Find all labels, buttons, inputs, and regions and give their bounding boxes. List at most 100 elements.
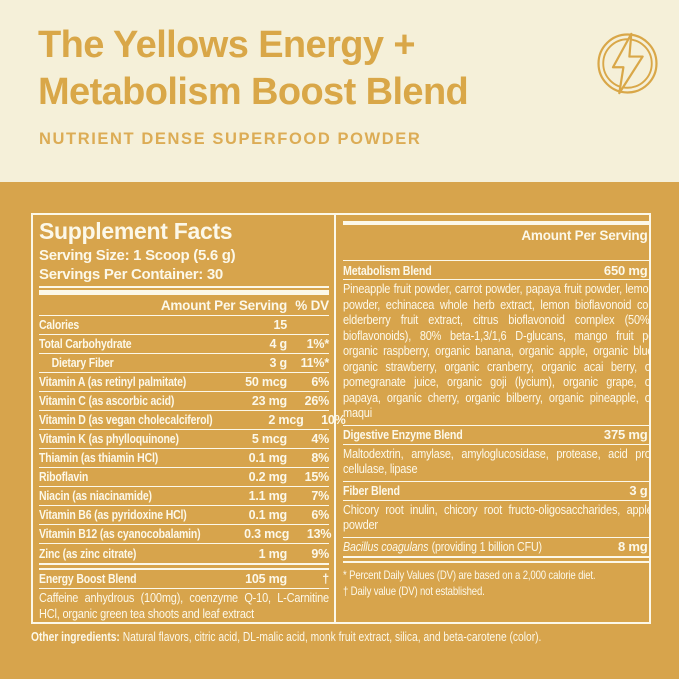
nutrient-name: Dietary Fiber [51, 356, 114, 370]
amount-per-serving-header: Amount Per Serving [160, 298, 287, 313]
nutrient-dv: 8% [311, 451, 329, 465]
nutrient-dv: 10% [321, 413, 346, 427]
nutrient-amount: 0.1 mg [248, 451, 288, 465]
nutrient-dv: † [322, 572, 329, 586]
footnote-dv: * Percent Daily Values (DV) are based on… [343, 567, 596, 582]
nutrient-dv: 4% [311, 432, 329, 446]
nutrient-row: Vitamin A (as retinyl palmitate) 50 mcg … [39, 373, 329, 392]
divider [343, 480, 649, 482]
nutrient-dv: 13% [306, 527, 332, 541]
footnotes: * Percent Daily Values (DV) are based on… [343, 563, 649, 600]
energy-blend-ingredients: Caffeine anhydrous (100mg), coenzyme Q-1… [39, 591, 329, 621]
nutrient-row: Vitamin B6 (as pyridoxine HCl) 0.1 mg 6% [39, 506, 329, 525]
divider [343, 536, 649, 538]
blend-sections: Metabolism Blend 650 mg † Pineapple frui… [343, 261, 651, 556]
nutrient-amount: 1 mg [258, 546, 288, 561]
divider-double [343, 555, 649, 563]
nutrient-name: Calories [39, 318, 80, 332]
nutrient-amount: 105 mg [245, 572, 287, 586]
blend-section: Bacillus coagulans (providing 1 billion C… [343, 538, 649, 556]
nutrient-dv: 26% [304, 394, 330, 408]
nutrient-row: Vitamin D (as vegan cholecalciferol) 2 m… [39, 411, 346, 430]
nutrient-name: Zinc (as zinc citrate) [39, 546, 137, 561]
nutrient-amount: 0.3 mcg [244, 527, 290, 541]
nutrient-amount: 23 mg [251, 394, 287, 408]
label-header: The Yellows Energy + Metabolism Boost Bl… [0, 0, 679, 182]
footnote-dagger: † Daily value (DV) not established. [343, 584, 485, 598]
blend-amount: 650 mg [603, 262, 648, 278]
nutrient-name: Riboflavin [39, 470, 89, 484]
blend-amount: 375 mg [603, 427, 648, 442]
dv-header: % DV [648, 228, 649, 258]
lightning-bolt-icon [597, 32, 658, 95]
nutrient-amount: 0.1 mg [248, 508, 288, 522]
nutrient-dv: 9% [311, 546, 329, 561]
product-title: The Yellows Energy + Metabolism Boost Bl… [38, 22, 469, 116]
title-line-2: Metabolism Boost Blend [38, 71, 469, 113]
blend-section: Fiber Blend 3 g † Chicory root inulin, c… [343, 482, 651, 537]
supplement-facts-title: Supplement Facts [39, 218, 233, 244]
label-body: Supplement Facts Serving Size: 1 Scoop (… [0, 182, 679, 679]
nutrient-name: Energy Boost Blend [39, 572, 137, 586]
blend-section: Metabolism Blend 650 mg † Pineapple frui… [343, 261, 651, 425]
nutrient-row: Vitamin C (as ascorbic acid) 23 mg 26% [39, 392, 329, 411]
nutrient-amount: 50 mcg [245, 375, 287, 389]
blend-name: Digestive Enzyme Blend [343, 427, 463, 442]
blend-ingredients: Maltodextrin, amylase, amyloglucosidase,… [343, 446, 651, 477]
nutrient-row: Niacin (as niacinamide) 1.1 mg 7% [39, 487, 329, 506]
nutrient-row: Riboflavin 0.2 mg 15% [39, 468, 329, 487]
blend-ingredients: Pineapple fruit powder, carrot powder, p… [343, 282, 651, 420]
nutrient-amount: 4 g [269, 337, 288, 351]
serving-size: Serving Size: 1 Scoop (5.6 g) [39, 247, 236, 264]
nutrient-dv: 1%* [306, 337, 330, 351]
nutrient-name: Vitamin A (as retinyl palmitate) [39, 375, 187, 389]
blend-name: Fiber Blend [343, 483, 400, 498]
nutrient-row: Dietary Fiber 3 g 11%* [39, 354, 329, 373]
blend-dv: † [648, 263, 649, 278]
nutrient-row: Thiamin (as thiamin HCl) 0.1 mg 8% [39, 449, 329, 468]
other-ingredients-label: Other ingredients: [31, 630, 120, 644]
nutrient-name: Vitamin C (as ascorbic acid) [39, 394, 175, 408]
blend-name: Bacillus coagulans (providing 1 billion C… [343, 539, 542, 554]
nutrient-name: Vitamin B6 (as pyridoxine HCl) [39, 508, 187, 522]
other-ingredients: Other ingredients: Natural flavors, citr… [31, 629, 653, 645]
blend-row: Digestive Enzyme Blend 375 mg † [343, 426, 649, 444]
supplement-facts-panel: Supplement Facts Serving Size: 1 Scoop (… [31, 213, 651, 624]
blend-dv: † [648, 483, 649, 498]
divider-thick [343, 221, 649, 225]
nutrient-dv: 6% [311, 375, 329, 389]
blend-name: Metabolism Blend [343, 262, 432, 278]
divider [343, 499, 649, 501]
dv-header: % DV [295, 298, 329, 313]
blend-amount: 8 mg [617, 539, 648, 554]
blend-amount: 3 g [629, 483, 648, 498]
nutrient-dv: 7% [311, 489, 329, 503]
facts-left-column: Supplement Facts Serving Size: 1 Scoop (… [33, 215, 346, 622]
divider [343, 279, 649, 280]
divider-thick [39, 286, 329, 295]
blend-dv: † [648, 427, 649, 442]
divider-double [39, 563, 329, 570]
column-header-left: Amount Per Serving % DV [39, 295, 329, 316]
nutrient-name: Thiamin (as thiamin HCl) [39, 451, 159, 465]
nutrient-name: Vitamin K (as phylloquinone) [39, 432, 179, 446]
nutrient-dv: 11%* [300, 356, 330, 370]
blend-row: Fiber Blend 3 g † [343, 482, 649, 500]
nutrient-row: Total Carbohydrate 4 g 1%* [39, 335, 329, 354]
blend-row: Bacillus coagulans (providing 1 billion C… [343, 538, 649, 556]
nutrient-name: Niacin (as niacinamide) [39, 489, 152, 503]
column-header-right: Amount Per Serving % DV [343, 225, 649, 261]
nutrient-name: Vitamin D (as vegan cholecalciferol) [39, 413, 213, 427]
nutrient-rows: Calories 15 Total Carbohydrate 4 g 1%* D… [39, 316, 346, 563]
blend-section: Digestive Enzyme Blend 375 mg † Maltodex… [343, 426, 651, 481]
divider [343, 424, 649, 426]
nutrient-row: Vitamin B12 (as cyanocobalamin) 0.3 mcg … [39, 525, 332, 544]
nutrient-amount: 5 mcg [251, 432, 287, 446]
blend-ingredients: Chicory root inulin, chicory root fructo… [343, 502, 651, 533]
nutrient-amount: 3 g [269, 356, 288, 370]
divider [343, 443, 649, 445]
nutrient-row: Zinc (as zinc citrate) 1 mg 9% [39, 544, 329, 563]
nutrient-amount: 15 [273, 318, 287, 332]
blend-dv: † [648, 539, 649, 554]
